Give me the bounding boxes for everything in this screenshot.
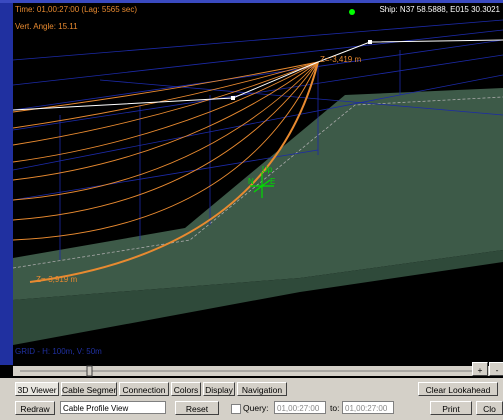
seabed-side [13, 250, 503, 345]
tab[interactable]: Display [203, 382, 235, 396]
cable-surface [12, 39, 503, 111]
view-select[interactable]: Cable Profile View [60, 401, 166, 414]
grid [12, 19, 503, 260]
compass [250, 172, 274, 198]
query-to[interactable]: 01,00:27:00 [342, 401, 394, 414]
tab[interactable]: Colors [171, 382, 201, 396]
print[interactable]: Print [430, 401, 472, 415]
axis-label: Up [262, 165, 273, 174]
grid-label: GRID - H: 100m, V: 50m [15, 347, 102, 356]
query-from[interactable]: 01,00:27:00 [274, 401, 326, 414]
cable-profiles [12, 61, 319, 283]
node [231, 96, 235, 100]
angle-label: Vert. Angle: 15.11 [15, 22, 78, 31]
node [368, 40, 372, 44]
zoom-out[interactable]: - [489, 362, 503, 376]
tab[interactable]: Navigation [237, 382, 287, 396]
tab[interactable]: Connection [119, 382, 169, 396]
tab[interactable]: Cable Segments [61, 382, 117, 396]
time-label: Time: 01,00:27:00 (Lag: 5565 sec) [15, 5, 137, 14]
depth-label: Z=-3,419 m [320, 55, 361, 64]
clear-lookahead[interactable]: Clear Lookahead [418, 382, 498, 396]
tab[interactable]: 3D Viewer [15, 382, 59, 396]
query-checkbox[interactable] [231, 404, 241, 414]
redraw[interactable]: Redraw [15, 401, 55, 415]
zoom-in[interactable]: + [472, 362, 488, 376]
ship-label: Ship: N37 58.5888, E015 30.3021 [379, 5, 500, 14]
query-label: Query: [243, 403, 269, 413]
depth-label: Z=-3,919 m [36, 275, 77, 284]
slider-thumb[interactable] [86, 365, 93, 377]
route-line [12, 96, 503, 269]
top-strip [0, 0, 503, 3]
viewport: Time: 01,00:27:00 (Lag: 5565 sec) Vert. … [0, 0, 503, 378]
side-strip [0, 0, 13, 365]
to-label: to: [330, 403, 340, 413]
axis-label: N [248, 177, 254, 186]
reset[interactable]: Reset [175, 401, 219, 415]
close[interactable]: Clo [476, 401, 503, 415]
status-dot [349, 9, 355, 15]
axis-label: E [270, 177, 275, 186]
seabed-top [13, 88, 503, 300]
